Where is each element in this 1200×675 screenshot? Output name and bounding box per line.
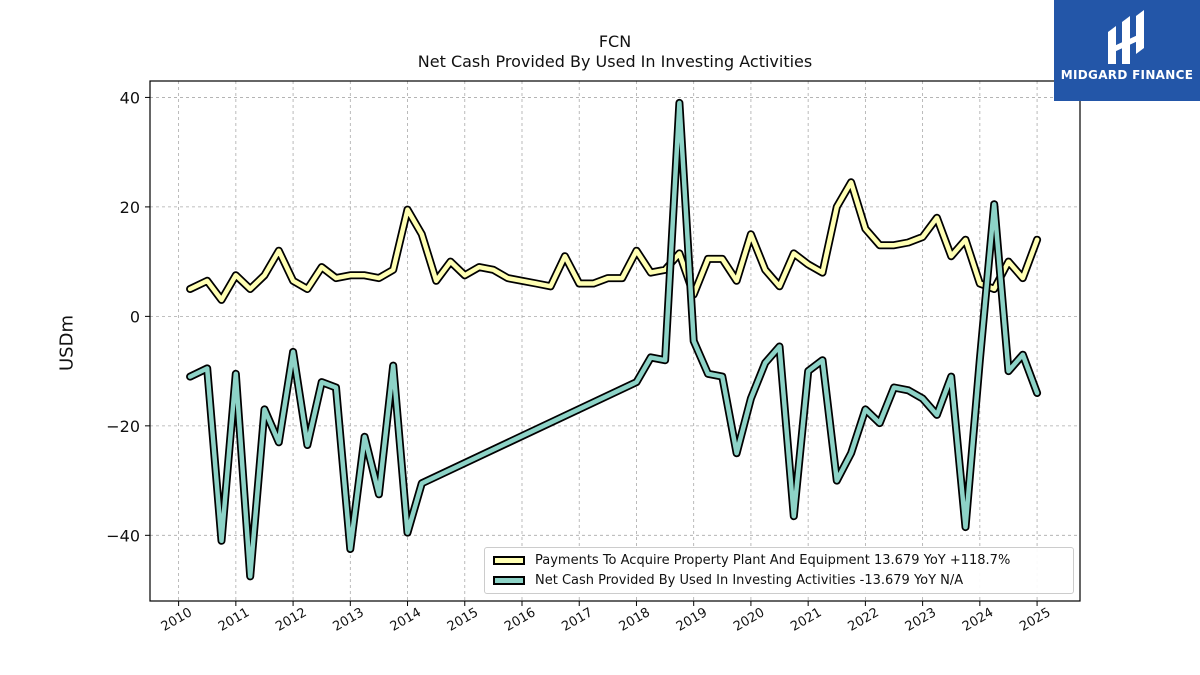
legend-label-capex: Payments To Acquire Property Plant And E… bbox=[535, 552, 1011, 568]
series-lines bbox=[186, 98, 1042, 581]
legend-swatch-capex bbox=[493, 555, 525, 565]
plot-frame bbox=[149, 80, 1081, 602]
legend-label-investing: Net Cash Provided By Used In Investing A… bbox=[535, 572, 964, 588]
brand-logo: MIDGARD FINANCE bbox=[1054, 0, 1200, 101]
y-tick-label: −40 bbox=[106, 526, 140, 545]
x-tick-label: 2014 bbox=[388, 605, 424, 635]
x-tick-label: 2010 bbox=[159, 605, 195, 635]
legend: Payments To Acquire Property Plant And E… bbox=[484, 547, 1074, 594]
x-tick-label: 2024 bbox=[960, 605, 996, 635]
x-tick-label: 2023 bbox=[903, 605, 939, 635]
x-tick-label: 2025 bbox=[1017, 605, 1053, 635]
x-tick-label: 2019 bbox=[674, 605, 710, 635]
x-tick-label: 2015 bbox=[445, 605, 481, 635]
series-outline-1 bbox=[186, 98, 1042, 581]
series-line-1 bbox=[187, 100, 1040, 579]
x-tick-label: 2016 bbox=[502, 605, 538, 635]
legend-entry-capex: Payments To Acquire Property Plant And E… bbox=[493, 551, 1010, 569]
y-axis-label: USDm bbox=[56, 315, 78, 371]
x-tick-label: 2021 bbox=[788, 605, 824, 635]
logo-text: MIDGARD FINANCE bbox=[1060, 68, 1194, 82]
x-tick-label: 2017 bbox=[559, 605, 595, 635]
chart-title: FCN bbox=[598, 32, 632, 51]
x-tick-label: 2022 bbox=[846, 605, 882, 635]
x-tick-label: 2013 bbox=[330, 605, 366, 635]
x-tick-label: 2012 bbox=[273, 605, 309, 635]
y-tick-label: 0 bbox=[130, 307, 140, 326]
logo-mark-icon bbox=[1108, 10, 1144, 64]
legend-entry-investing: Net Cash Provided By Used In Investing A… bbox=[493, 571, 963, 589]
series-line-0 bbox=[187, 180, 1040, 303]
y-tick-label: 20 bbox=[120, 198, 140, 217]
x-tick-label: 2011 bbox=[216, 605, 252, 635]
y-tick-label: 40 bbox=[120, 88, 140, 107]
x-tick-label: 2018 bbox=[617, 605, 653, 635]
x-tick-label: 2020 bbox=[731, 605, 767, 635]
grid-lines bbox=[150, 81, 1080, 601]
legend-swatch-investing bbox=[493, 575, 525, 585]
chart-subtitle: Net Cash Provided By Used In Investing A… bbox=[417, 52, 813, 71]
y-tick-label: −20 bbox=[106, 417, 140, 436]
